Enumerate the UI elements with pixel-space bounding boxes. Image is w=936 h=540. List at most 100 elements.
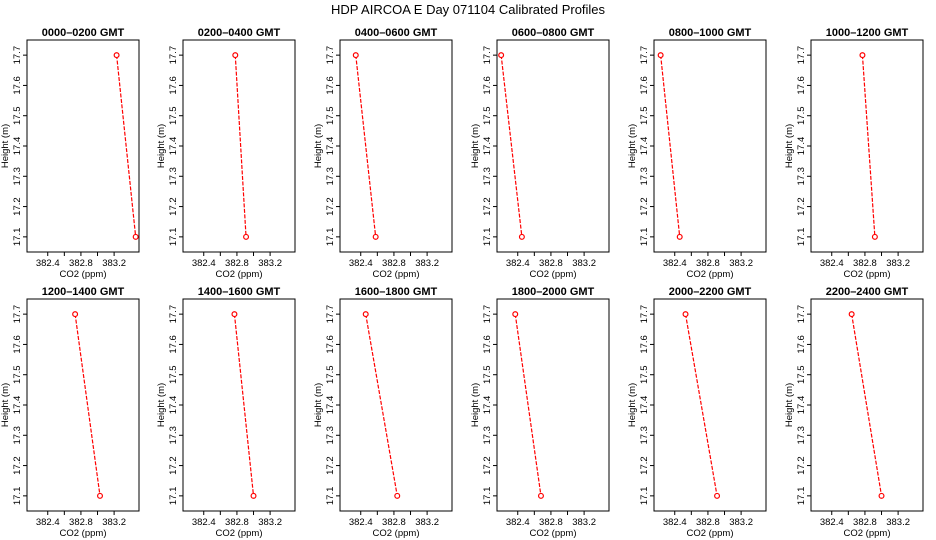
data-point: [72, 311, 79, 318]
y-tick-label: 17.6: [168, 76, 179, 95]
profile-line: [355, 55, 377, 237]
plot-frame: [26, 39, 140, 253]
y-tick-label: 17.1: [482, 487, 493, 506]
x-tick-label: 383.2: [415, 258, 439, 269]
x-tick-label: 382.8: [382, 258, 406, 269]
y-tick-label: 17.7: [12, 305, 23, 324]
plot-frame: [810, 39, 924, 253]
y-tick-label: 17.6: [12, 76, 23, 95]
plot-frame: [496, 39, 610, 253]
data-point: [231, 311, 238, 318]
x-axis-label: CO2 (ppm): [60, 269, 107, 280]
y-tick-label: 17.7: [482, 46, 493, 64]
y-axis-label: Height (m): [156, 124, 167, 168]
panel-title: 1200–1400 GMT: [42, 286, 125, 298]
y-tick-label: 17.5: [482, 365, 493, 384]
data-point: [498, 52, 505, 59]
plot-frame: [182, 298, 296, 512]
x-tick-label: 382.4: [349, 258, 373, 269]
y-tick-label: 17.2: [325, 456, 336, 475]
x-tick-label: 382.8: [853, 258, 877, 269]
x-tick-label: 383.2: [415, 517, 439, 528]
y-axis-label: Height (m): [627, 124, 638, 168]
y-tick-label: 17.1: [482, 228, 493, 247]
data-point: [113, 52, 120, 59]
data-point: [352, 52, 359, 59]
y-tick-label: 17.6: [639, 76, 650, 95]
x-axis-label: CO2 (ppm): [373, 269, 420, 280]
y-tick-label: 17.3: [639, 426, 650, 445]
y-tick-label: 17.6: [12, 335, 23, 354]
x-axis-label: CO2 (ppm): [844, 269, 891, 280]
data-point: [848, 311, 855, 318]
profile-line: [684, 314, 718, 496]
y-tick-label: 17.5: [12, 365, 23, 384]
y-tick-label: 17.4: [796, 396, 807, 415]
data-point: [518, 233, 525, 240]
panel-8: 1400–1600 GMT 382.4 382.8 383.2 17.1 17.2 17.3…: [156, 286, 296, 539]
y-tick-label: 17.4: [12, 137, 23, 156]
y-tick-label: 17.4: [482, 396, 493, 415]
y-tick-label: 17.3: [325, 167, 336, 186]
plot-frame: [182, 39, 296, 253]
x-axis-label: CO2 (ppm): [216, 269, 263, 280]
x-axis-label: CO2 (ppm): [60, 528, 107, 539]
plot-frame: [810, 298, 924, 512]
y-tick-label: 17.6: [796, 76, 807, 95]
x-tick-label: 383.2: [258, 258, 282, 269]
y-tick-label: 17.3: [12, 167, 23, 186]
panel-1: 0000–0200 GMT 382.4 382.8 383.2 17.1 17.2 17.3…: [0, 27, 140, 280]
x-tick-label: 382.8: [69, 258, 93, 269]
profile-line: [514, 314, 542, 496]
y-tick-label: 17.3: [482, 426, 493, 445]
x-tick-label: 382.8: [539, 517, 563, 528]
panel-title: 0000–0200 GMT: [42, 27, 125, 39]
data-point: [859, 52, 866, 59]
data-point: [714, 492, 721, 499]
y-tick-label: 17.5: [325, 365, 336, 384]
y-tick-label: 17.2: [168, 197, 179, 216]
panel-title: 1400–1600 GMT: [198, 286, 281, 298]
panel-title: 0400–0600 GMT: [355, 27, 438, 39]
y-tick-label: 17.1: [639, 228, 650, 247]
y-axis-label: Height (m): [784, 383, 795, 427]
y-tick-label: 17.2: [639, 197, 650, 216]
plot-frame: [26, 298, 140, 512]
x-tick-label: 383.2: [886, 258, 910, 269]
y-tick-label: 17.7: [482, 305, 493, 324]
y-axis-label: Height (m): [0, 124, 11, 168]
x-tick-label: 382.8: [696, 258, 720, 269]
data-point: [394, 492, 401, 499]
x-tick-label: 382.8: [382, 517, 406, 528]
y-tick-label: 17.7: [12, 46, 23, 64]
y-tick-label: 17.4: [796, 137, 807, 156]
panel-11: 2000–2200 GMT 382.4 382.8 383.2 17.1 17.2 17.3…: [627, 286, 767, 539]
y-tick-label: 17.1: [168, 228, 179, 247]
y-tick-label: 17.7: [639, 46, 650, 64]
panel-12: 2200–2400 GMT 382.4 382.8 383.2 17.1 17.2 17.3…: [784, 286, 924, 539]
panel-title: 2200–2400 GMT: [826, 286, 909, 298]
panel-title: 1000–1200 GMT: [826, 27, 909, 39]
data-point: [232, 52, 239, 59]
panel-title: 0600–0800 GMT: [512, 27, 595, 39]
y-tick-label: 17.7: [796, 46, 807, 64]
x-tick-label: 383.2: [729, 258, 753, 269]
y-tick-label: 17.3: [325, 426, 336, 445]
data-point: [243, 233, 250, 240]
y-tick-label: 17.3: [482, 167, 493, 186]
y-tick-label: 17.4: [639, 137, 650, 156]
x-tick-label: 383.2: [102, 517, 126, 528]
y-tick-label: 17.4: [482, 137, 493, 156]
x-tick-label: 382.4: [192, 517, 216, 528]
y-tick-label: 17.5: [639, 365, 650, 384]
x-axis-label: CO2 (ppm): [687, 269, 734, 280]
y-tick-label: 17.1: [12, 228, 23, 247]
y-tick-label: 17.5: [12, 106, 23, 125]
data-point: [657, 52, 664, 59]
data-point: [512, 311, 519, 318]
y-tick-label: 17.3: [168, 167, 179, 186]
y-tick-label: 17.3: [12, 426, 23, 445]
panel-10: 1800–2000 GMT 382.4 382.8 383.2 17.1 17.2 17.3…: [470, 286, 610, 539]
x-tick-label: 383.2: [258, 517, 282, 528]
x-tick-label: 382.8: [225, 517, 249, 528]
